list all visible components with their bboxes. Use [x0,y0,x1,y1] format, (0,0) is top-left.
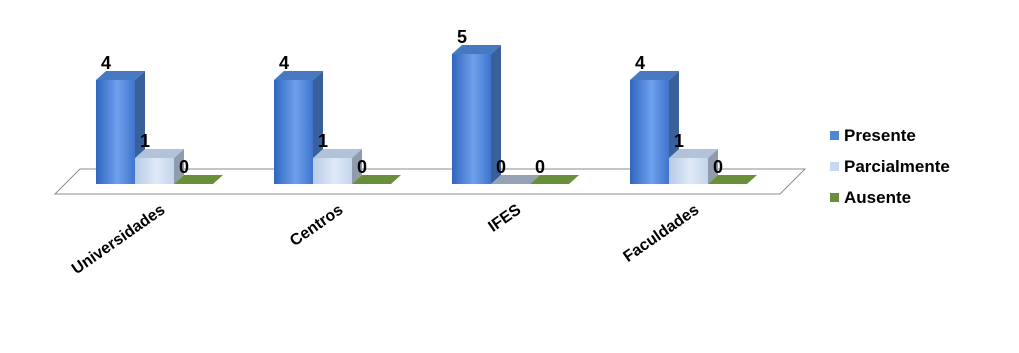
bar-presente-faculdades [630,80,669,184]
legend: Presente Parcialmente Ausente [830,120,950,213]
bar-ausente-ifes [530,175,579,184]
legend-item-ausente: Ausente [830,182,950,213]
bar-presente-centros [274,80,313,184]
chart-floor [53,168,807,195]
category-label-ifes: IFES [485,201,524,236]
bar-top-presente-centros [274,71,323,80]
data-label-ausente-faculdades: 0 [713,157,723,177]
legend-swatch-parcialmente [830,162,839,171]
bar-side-presente-ifes [491,45,501,184]
bar-parcialmente-universidades [135,158,174,184]
data-label-parcialmente-ifes: 0 [496,157,506,177]
data-label-ausente-universidades: 0 [179,157,189,177]
bar-presente-ifes [452,54,491,184]
bar-side-parcialmente-centros [352,149,362,184]
bar-ausente-universidades [174,175,223,184]
data-label-parcialmente-centros: 1 [318,131,328,151]
legend-swatch-presente [830,131,839,140]
data-label-parcialmente-faculdades: 1 [674,131,684,151]
category-label-centros: Centros [287,201,346,250]
legend-label-presente: Presente [844,125,916,145]
bar-top-parcialmente-centros [313,149,362,158]
bar-presente-universidades [96,80,135,184]
legend-label-parcialmente: Parcialmente [844,156,950,176]
bar-top-parcialmente-faculdades [669,149,718,158]
bar-side-parcialmente-faculdades [708,149,718,184]
bar-parcialmente-centros [313,158,352,184]
bar-side-parcialmente-universidades [174,149,184,184]
bar-top-parcialmente-universidades [135,149,184,158]
bars-layer [96,45,757,184]
bar-top-presente-ifes [452,45,501,54]
legend-item-presente: Presente [830,120,950,151]
bar-ausente-faculdades [708,175,757,184]
category-label-faculdades: Faculdades [620,201,702,265]
legend-label-ausente: Ausente [844,187,912,207]
bar-top-presente-universidades [96,71,145,80]
data-label-presente-faculdades: 4 [635,53,645,73]
legend-item-parcialmente: Parcialmente [830,151,950,182]
bar-ausente-centros [352,175,401,184]
data-label-presente-universidades: 4 [101,53,111,73]
data-label-presente-ifes: 5 [457,27,467,47]
data-label-parcialmente-universidades: 1 [140,131,150,151]
bar-parcialmente-faculdades [669,158,708,184]
data-label-presente-centros: 4 [279,53,289,73]
data-label-ausente-centros: 0 [357,157,367,177]
data-label-ausente-ifes: 0 [535,157,545,177]
legend-swatch-ausente [830,193,839,202]
category-label-universidades: Universidades [69,201,168,278]
bar-top-presente-faculdades [630,71,679,80]
bar-parcialmente-ifes [491,175,540,184]
